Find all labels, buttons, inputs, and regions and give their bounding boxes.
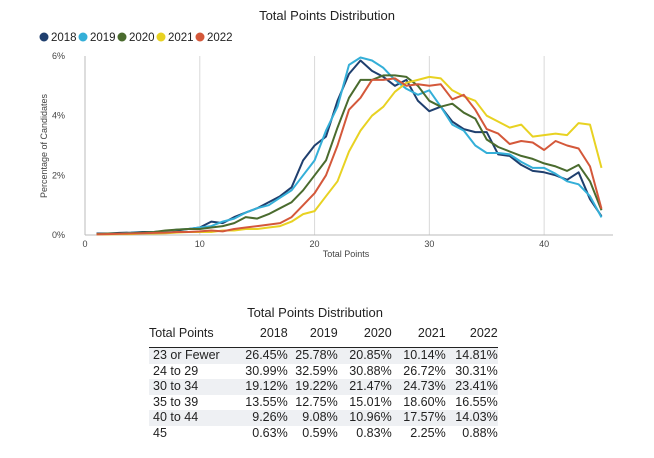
table-cell: 0.88% [462, 425, 498, 440]
table-cell: 14.81% [445, 347, 498, 364]
table-cell: 23.41% [445, 379, 498, 395]
legend-label-2022: 2022 [207, 32, 233, 44]
table-cell: 30.31% [455, 363, 498, 378]
table-cell: 0.63% [252, 425, 288, 440]
table-cell: 10.96% [337, 410, 392, 426]
header-2019: 2019 [287, 324, 338, 348]
table-row: 30 to 34 19.12% 19.22% 21.47% 24.73% 23.41% [149, 379, 498, 395]
x-tick-label: 0 [82, 239, 87, 249]
table-cell: 17.57% [391, 410, 446, 426]
table-header-row: Total Points 2018 2019 2020 2021 2022 [149, 324, 498, 348]
chart-series [96, 56, 603, 236]
table-cell: 10.14% [391, 347, 446, 364]
chart-title: Total Points Distribution [259, 8, 395, 23]
header-2018: 2018 [225, 324, 288, 348]
table-title: Total Points Distribution [247, 305, 383, 320]
y-axis-title: Percentage of Candidates [39, 93, 49, 198]
row-label-cell: 35 to 39 [153, 394, 199, 409]
legend-label-2019: 2019 [90, 32, 116, 44]
table-row: 24 to 29 30.99% 32.59% 30.88% 26.72% 30.31% [149, 364, 498, 380]
row-label-cell: 40 to 44 [149, 410, 226, 426]
table-cell: 16.55% [455, 394, 498, 409]
table-cell: 26.72% [403, 363, 446, 378]
series-line-2022 [96, 77, 603, 236]
table-cell: 20.85% [337, 347, 392, 364]
header-2020: 2020 [337, 324, 392, 348]
x-tick-label: 10 [195, 239, 205, 249]
distribution-table: Total Points 2018 2019 2020 2021 2022 23… [149, 324, 498, 441]
table-cell: 18.60% [403, 394, 446, 409]
x-tick-label: 20 [310, 239, 320, 249]
table-cell: 30.99% [245, 363, 288, 378]
table-row: 40 to 44 9.26% 9.08% 10.96% 17.57% 14.03% [149, 410, 498, 426]
row-label-cell: 23 or Fewer [149, 347, 226, 364]
y-tick-label: 0% [52, 230, 65, 240]
series-line-2018 [96, 59, 603, 235]
legend-marker-2019 [78, 32, 88, 42]
x-tick-label: 40 [539, 239, 549, 249]
table-row: 35 to 39 13.55% 12.75% 15.01% 18.60% 16.55% [149, 395, 498, 411]
table-cell: 9.26% [225, 410, 288, 426]
row-label-cell: 30 to 34 [149, 379, 226, 395]
table-cell: 19.12% [225, 379, 288, 395]
table-cell: 14.03% [445, 410, 498, 426]
table-cell: 15.01% [349, 394, 392, 409]
table-row: 23 or Fewer 26.45% 25.78% 20.85% 10.14% 14.81… [149, 347, 498, 364]
table-cell: 0.83% [356, 425, 392, 440]
table-cell: 26.45% [225, 347, 288, 364]
legend-label-2018: 2018 [51, 32, 77, 44]
legend-marker-2022 [195, 32, 205, 42]
header-2021: 2021 [391, 324, 446, 348]
legend-label-2021: 2021 [168, 32, 194, 44]
table-cell: 21.47% [337, 379, 392, 395]
table-cell: 13.55% [245, 394, 288, 409]
table-cell: 2.25% [410, 425, 446, 440]
table-cell: 0.59% [302, 425, 338, 440]
y-tick-label: 2% [52, 170, 65, 180]
table-cell: 32.59% [295, 363, 338, 378]
table-cell: 9.08% [287, 410, 338, 426]
chart-grid [199, 56, 545, 235]
table-cell: 30.88% [349, 363, 392, 378]
table-cell: 24.73% [391, 379, 446, 395]
points-distribution-chart: Total Points Distribution 2018 2019 2020 20… [39, 8, 613, 259]
legend-marker-2018 [39, 32, 49, 42]
y-tick-label: 4% [52, 111, 65, 121]
y-tick-label: 6% [52, 51, 65, 61]
legend-marker-2020 [117, 32, 127, 42]
header-total-points: Total Points [149, 324, 226, 348]
row-label-cell: 24 to 29 [153, 363, 199, 378]
series-line-2020 [96, 74, 603, 236]
x-axis-title: Total Points [323, 249, 370, 259]
legend-marker-2021 [156, 32, 166, 42]
row-label-cell: 45 [153, 425, 167, 440]
table-cell: 25.78% [287, 347, 338, 364]
legend-label-2020: 2020 [129, 32, 155, 44]
table-cell: 12.75% [295, 394, 338, 409]
chart-axes: 0 10 20 30 40 0% 2% 4% 6% [52, 51, 613, 249]
chart-legend: 2018 2019 2020 2021 2022 [39, 32, 233, 44]
series-line-2019 [96, 56, 603, 236]
header-2022: 2022 [445, 324, 498, 348]
x-tick-label: 30 [424, 239, 434, 249]
table-row: 45 0.63% 0.59% 0.83% 2.25% 0.88% [149, 426, 498, 442]
table-cell: 19.22% [287, 379, 338, 395]
